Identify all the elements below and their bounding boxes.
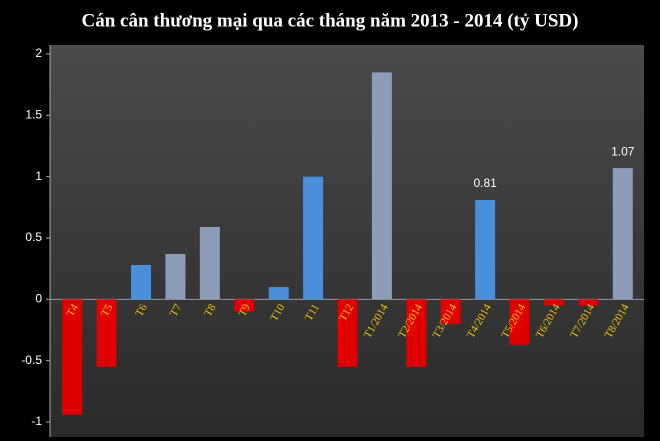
x-tick-label: T4 — [64, 302, 81, 319]
bar — [234, 299, 255, 312]
x-tick-label: T8 — [202, 302, 219, 319]
value-label: 0.81 — [473, 176, 497, 190]
y-tick-label: 0 — [35, 292, 42, 306]
bar — [337, 299, 358, 367]
x-tick-label: T5 — [99, 302, 116, 319]
y-tick-label: 1.5 — [25, 108, 42, 122]
bar — [612, 168, 633, 300]
bar — [440, 299, 461, 324]
y-tick-label: 0.5 — [25, 230, 42, 244]
plot-area — [50, 45, 644, 437]
bar — [509, 299, 530, 345]
bar — [578, 299, 599, 306]
x-tick-label: T7 — [168, 302, 185, 319]
bar — [199, 226, 220, 300]
x-tick-label: T6 — [133, 302, 150, 319]
bar — [96, 299, 117, 367]
bar — [543, 299, 564, 306]
value-label: 1.07 — [611, 144, 635, 158]
y-tick-label: -1 — [31, 414, 42, 428]
y-tick-label: 1 — [35, 169, 42, 183]
y-tick-label: 2 — [35, 46, 42, 60]
x-tick-label: T9 — [237, 302, 254, 319]
bar — [62, 299, 83, 415]
y-tick-label: -0.5 — [21, 353, 42, 367]
bar — [371, 72, 392, 300]
chart-title: Cán cân thương mại qua các tháng năm 201… — [82, 10, 579, 31]
bar — [268, 287, 289, 300]
bar — [303, 176, 324, 300]
bar — [406, 299, 427, 367]
bar — [131, 264, 152, 300]
bar — [475, 199, 496, 300]
bar — [165, 253, 186, 300]
